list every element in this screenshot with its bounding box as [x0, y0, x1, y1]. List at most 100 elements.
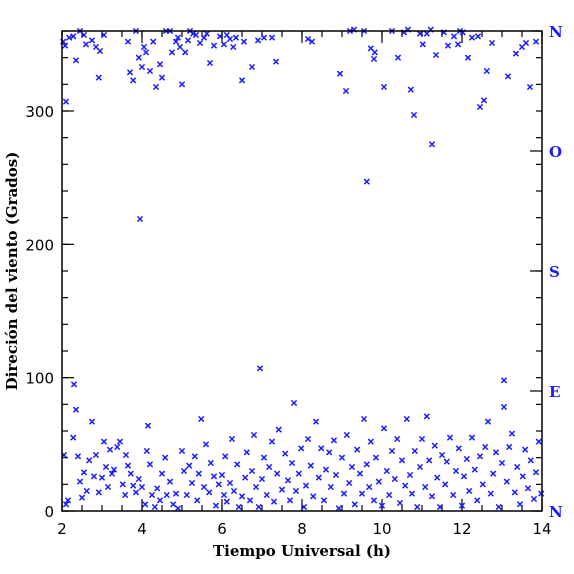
data-point [378, 502, 386, 509]
data-point [76, 478, 84, 485]
data-point-stroke [186, 462, 193, 469]
data-point-stroke [312, 418, 320, 425]
data-point-stroke [138, 483, 146, 491]
data-point-stroke [152, 83, 160, 91]
data-point [82, 41, 90, 48]
data-point-stroke [72, 57, 80, 64]
data-point [483, 67, 490, 75]
data-point-stroke [95, 74, 102, 81]
data-point [300, 503, 308, 511]
data-point-stroke [351, 501, 358, 508]
data-point [172, 490, 180, 497]
data-point [295, 470, 302, 477]
data-point-stroke [196, 39, 204, 47]
data-point-stroke [163, 491, 170, 499]
data-point-stroke [367, 438, 374, 445]
data-point-stroke [119, 481, 126, 488]
data-point [476, 103, 484, 111]
data-point-stroke [83, 487, 90, 495]
data-point-stroke [343, 431, 350, 439]
data-point [450, 33, 458, 40]
data-point-stroke [308, 38, 316, 45]
data-point-stroke [519, 473, 526, 480]
data-point [230, 487, 238, 495]
data-point-stroke [136, 215, 144, 223]
data-point-stroke [235, 503, 242, 511]
data-point [223, 498, 230, 505]
data-point-stroke [158, 74, 166, 81]
data-point [203, 30, 210, 37]
data-point-stroke [146, 67, 154, 75]
data-point-stroke [432, 51, 440, 59]
data-point [386, 491, 393, 499]
data-point [119, 481, 126, 488]
data-point [238, 493, 246, 500]
data-point-stroke [500, 377, 508, 384]
data-point-stroke [274, 470, 281, 477]
data-point [212, 502, 220, 509]
data-point-stroke [416, 30, 424, 37]
data-point [490, 470, 497, 477]
data-point [250, 431, 258, 439]
data-point [226, 479, 234, 487]
data-point-stroke [380, 425, 388, 432]
y-tick-label: 100 [25, 370, 54, 388]
data-point [338, 454, 346, 461]
data-point [80, 31, 88, 39]
data-point [288, 459, 296, 467]
data-point [274, 470, 281, 477]
data-point-stroke [270, 498, 278, 505]
data-point [156, 497, 164, 504]
data-point-stroke [132, 489, 140, 496]
data-point-stroke [498, 459, 506, 467]
data-point-stroke [402, 482, 409, 489]
data-point [96, 47, 104, 55]
data-point-stroke [503, 478, 510, 485]
data-point [411, 447, 418, 455]
data-point-stroke [122, 491, 129, 499]
data-point [343, 431, 350, 439]
data-point [320, 497, 328, 504]
data-point [100, 438, 108, 445]
data-points [60, 26, 545, 512]
data-point-stroke [522, 39, 530, 47]
data-point-stroke [100, 438, 108, 445]
data-point [530, 495, 538, 503]
data-point [260, 34, 268, 41]
data-point-stroke [514, 463, 521, 471]
data-point-stroke [538, 490, 545, 497]
data-point [174, 505, 182, 512]
data-point [114, 443, 121, 451]
data-point-stroke [206, 489, 213, 496]
data-point-stroke [210, 473, 218, 480]
data-point [183, 491, 190, 499]
data-point [126, 69, 134, 76]
data-point-stroke [474, 497, 481, 504]
data-point [228, 435, 236, 443]
data-point-stroke [479, 481, 486, 488]
data-point-stroke [190, 30, 197, 37]
data-point [408, 490, 416, 497]
data-point-stroke [191, 453, 198, 460]
data-point [122, 451, 130, 459]
data-point-stroke [394, 435, 401, 443]
data-point-stroke [410, 111, 418, 119]
data-point-stroke [110, 466, 118, 473]
data-point-stroke [535, 438, 542, 445]
data-point [144, 422, 152, 429]
data-point-stroke [330, 437, 338, 444]
data-point-stroke [248, 467, 256, 475]
data-point-stroke [62, 42, 69, 49]
data-point [336, 70, 344, 77]
data-point-stroke [156, 61, 164, 68]
data-point-stroke [124, 462, 132, 469]
data-point-stroke [454, 41, 462, 48]
data-point-stroke [318, 445, 325, 452]
data-point [64, 497, 72, 504]
data-point [532, 469, 540, 476]
data-point-stroke [66, 34, 73, 41]
data-point-stroke [310, 493, 317, 500]
data-point [260, 454, 268, 461]
data-point-stroke [476, 453, 484, 460]
data-point [538, 490, 545, 497]
